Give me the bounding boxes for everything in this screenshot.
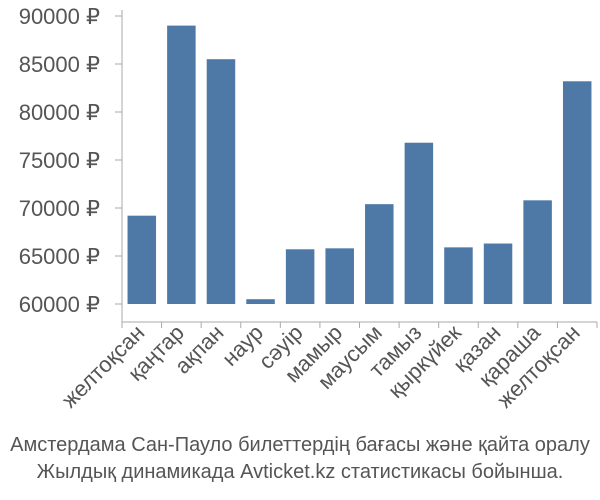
bar [404, 142, 434, 304]
y-tick-label: 70000 ₽ [19, 196, 100, 221]
caption-line-2: Жылдық динамикада Avticket.kz статистика… [36, 461, 564, 483]
y-tick-label: 60000 ₽ [19, 292, 100, 317]
bar [365, 204, 394, 304]
y-axis: 60000 ₽ 65000 ₽ 70000 ₽ 75000 ₽ 80000 ₽ 85000… [19, 4, 123, 322]
bar [483, 243, 513, 304]
bar [246, 299, 275, 304]
bar [444, 247, 473, 304]
bar [562, 81, 592, 304]
bar-chart: 60000 ₽ 65000 ₽ 70000 ₽ 75000 ₽ 80000 ₽ 85000… [19, 4, 598, 413]
y-tick-label: 85000 ₽ [19, 52, 100, 77]
y-tick-label: 75000 ₽ [19, 148, 100, 173]
bar [325, 248, 354, 304]
bars [127, 25, 592, 305]
y-tick-label: 80000 ₽ [19, 100, 100, 125]
bar [127, 215, 157, 304]
x-axis: желтоқсанқаңтарақпаннаурсәуірмамырмаусым… [57, 319, 598, 413]
bar [206, 59, 236, 305]
bar [285, 249, 315, 304]
y-tick-label: 65000 ₽ [19, 244, 100, 269]
bar [523, 200, 552, 304]
y-tick-label: 90000 ₽ [19, 4, 100, 29]
caption-line-1: Амстердама Сан-Пауло билеттердің бағасы … [10, 434, 590, 456]
bar [167, 25, 196, 304]
